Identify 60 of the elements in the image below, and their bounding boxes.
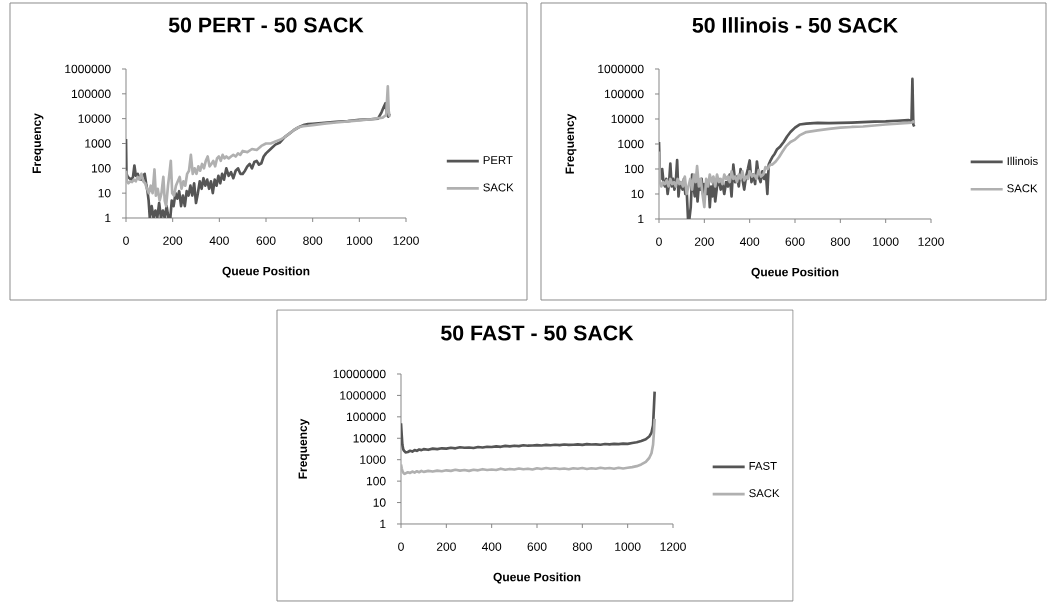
x-tick-label: 200 — [163, 236, 183, 245]
x-tick-label: 1200 — [660, 542, 686, 551]
line-series — [659, 120, 916, 209]
y-tick-label: 10000 — [78, 114, 111, 123]
y-tick-label: 10 — [98, 188, 111, 198]
x-tick-label: 1200 — [393, 236, 419, 245]
y-tick-label: 1000 — [85, 139, 111, 148]
y-tick-label: 1000000 — [598, 64, 644, 74]
x-tick-label: 200 — [436, 542, 456, 551]
x-tick-label: 0 — [656, 237, 662, 246]
y-tick-label: 100 — [91, 164, 111, 173]
x-axis-title: Queue Position — [222, 266, 310, 278]
line-series — [401, 417, 656, 476]
y-tick-label: 1000 — [618, 139, 644, 149]
x-tick-label: 800 — [303, 236, 323, 245]
y-tick-label: 100 — [624, 164, 644, 174]
y-tick-label: 100000 — [71, 89, 111, 99]
x-axis-title: Queue Position — [751, 267, 839, 279]
x-tick-label: 400 — [739, 237, 760, 246]
legend-label: SACK — [749, 489, 780, 498]
y-tick-label: 1 — [638, 214, 644, 224]
line-series — [401, 390, 656, 454]
legend-label: SACK — [1007, 184, 1038, 193]
y-tick-label: 10 — [373, 498, 386, 507]
x-axis-title: Queue Position — [493, 572, 581, 584]
y-tick-label: 10000000 — [333, 369, 386, 379]
y-tick-label: 10000 — [611, 114, 644, 124]
y-tick-label: 1000000 — [65, 64, 111, 74]
x-tick-label: 600 — [785, 237, 805, 246]
line-series — [126, 85, 392, 208]
x-tick-label: 0 — [398, 542, 404, 551]
y-tick-label: 1 — [105, 213, 111, 223]
y-tick-label: 10000 — [353, 434, 386, 443]
legend-label: SACK — [483, 183, 514, 192]
y-tick-label: 1000000 — [340, 391, 386, 400]
x-tick-label: 800 — [572, 542, 592, 551]
chart-title: 50 PERT - 50 SACK — [168, 17, 364, 33]
x-tick-label: 400 — [209, 236, 229, 245]
y-axis-title: Frequency — [32, 113, 44, 174]
y-tick-label: 1 — [380, 519, 386, 529]
chart-title: 50 Illinois - 50 SACK — [692, 17, 898, 33]
x-tick-label: 0 — [123, 236, 129, 245]
y-axis-title: Frequency — [565, 113, 577, 174]
legend-label: Illinois — [1007, 156, 1038, 166]
y-tick-label: 1000 — [360, 455, 386, 464]
x-tick-label: 400 — [481, 542, 502, 551]
y-tick-label: 10 — [631, 189, 644, 199]
y-tick-label: 100000 — [604, 89, 644, 99]
x-tick-label: 1000 — [873, 237, 899, 246]
y-tick-label: 100 — [366, 476, 386, 486]
legend-label: FAST — [749, 461, 777, 470]
y-axis-title: Frequency — [298, 418, 310, 479]
x-tick-label: 600 — [256, 236, 276, 245]
legend-label: PERT — [483, 156, 513, 165]
x-tick-label: 1200 — [918, 237, 944, 246]
chart-title: 50 FAST - 50 SACK — [441, 325, 634, 341]
x-tick-label: 200 — [694, 237, 714, 246]
x-tick-label: 600 — [527, 542, 547, 551]
x-tick-label: 800 — [830, 237, 850, 246]
y-tick-label: 100000 — [346, 412, 386, 422]
